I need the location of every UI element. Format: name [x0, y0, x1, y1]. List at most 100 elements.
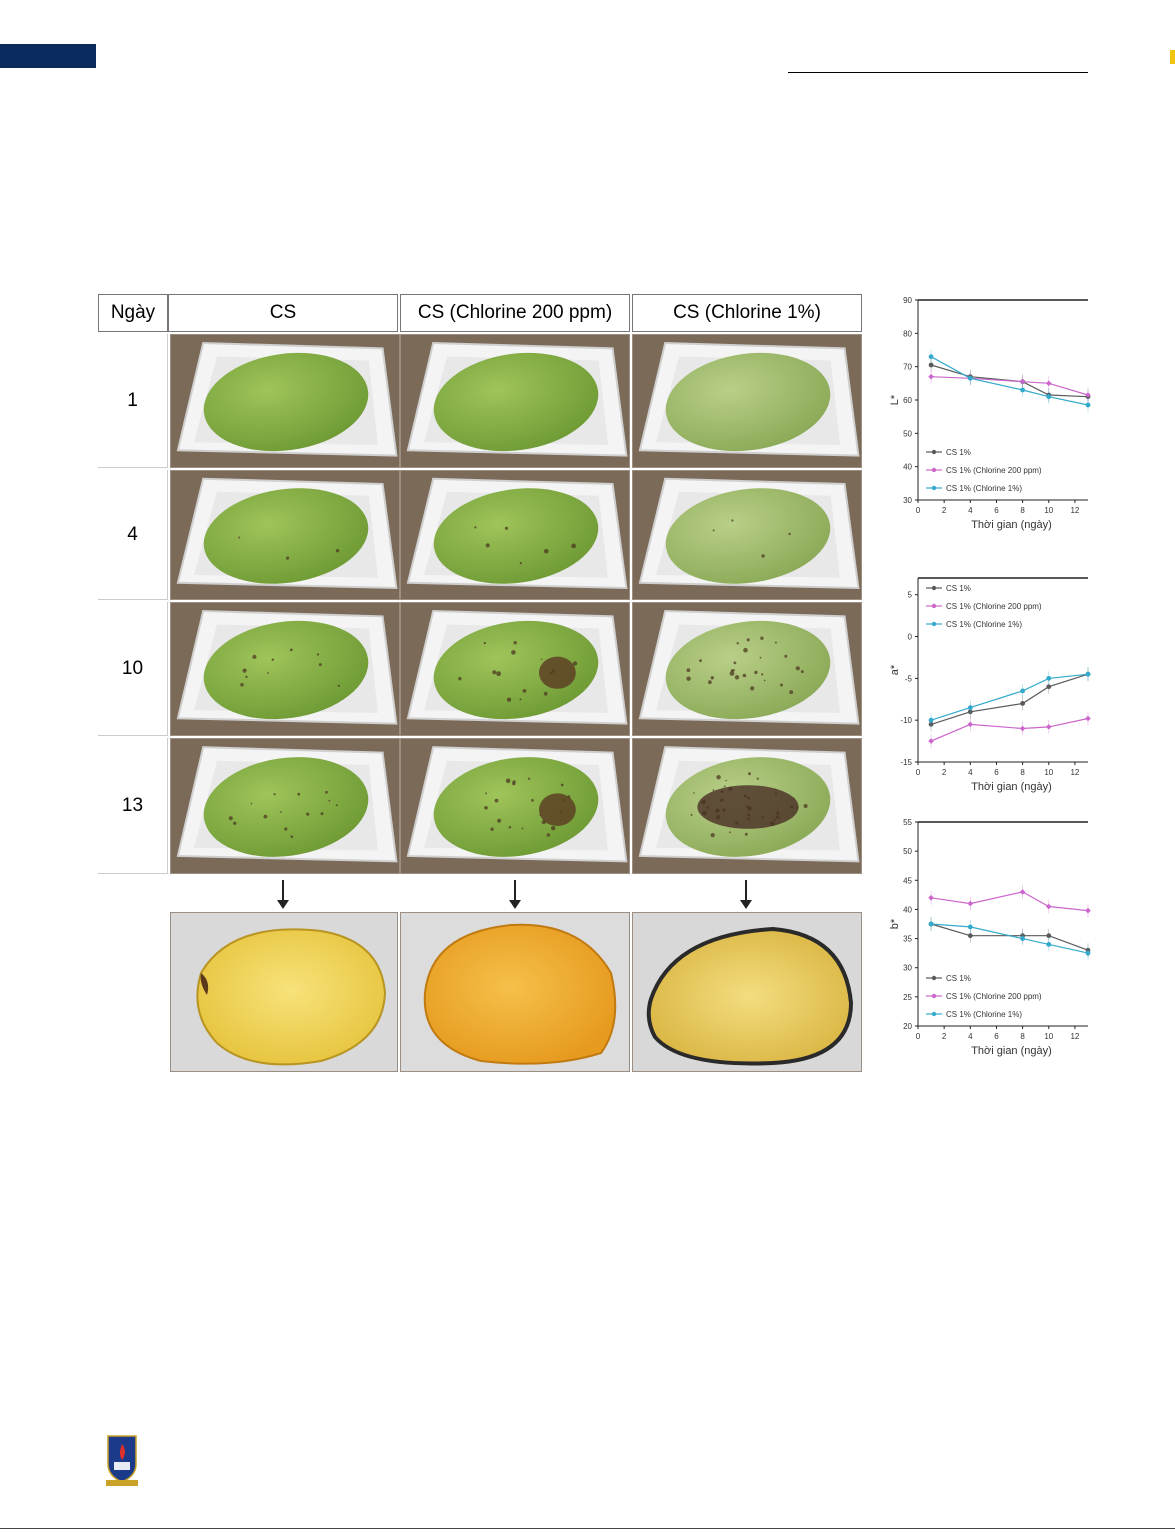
header-color-bar	[0, 44, 96, 68]
y-tick-label: 70	[903, 363, 912, 372]
x-tick-label: 6	[994, 506, 999, 515]
legend-label: CS 1% (Chlorine 1%)	[946, 1010, 1022, 1019]
data-point	[1046, 942, 1052, 947]
x-tick-label: 12	[1070, 506, 1079, 515]
data-point	[928, 354, 934, 360]
data-point	[1045, 903, 1052, 910]
x-tick-label: 12	[1070, 768, 1079, 777]
data-point	[1085, 402, 1091, 408]
data-point	[1020, 936, 1026, 941]
column-header-chlorine-200: CS (Chlorine 200 ppm)	[400, 294, 630, 332]
whole-mango-photo	[400, 738, 630, 874]
column-header-chlorine-1: CS (Chlorine 1%)	[632, 294, 862, 332]
x-tick-label: 2	[942, 506, 947, 515]
y-tick-label: 40	[903, 463, 912, 472]
series-line	[931, 376, 1089, 396]
legend-marker	[931, 993, 937, 999]
day-column-header: Ngày	[98, 294, 168, 332]
data-point	[1085, 715, 1091, 722]
x-tick-label: 6	[994, 1032, 999, 1041]
x-tick-label: 0	[916, 506, 921, 515]
data-point	[1020, 701, 1026, 706]
data-point	[967, 721, 974, 728]
data-point	[1046, 675, 1052, 681]
y-tick-label: 25	[903, 993, 912, 1002]
cut-mango-photo-chlorine-1	[632, 912, 862, 1072]
legend-marker	[931, 467, 937, 473]
x-tick-label: 4	[968, 768, 973, 777]
y-tick-label: 60	[903, 396, 912, 405]
y-tick-label: 50	[903, 847, 912, 856]
x-tick-label: 6	[994, 768, 999, 777]
data-point	[967, 933, 973, 939]
data-point	[1020, 688, 1026, 694]
data-point	[1045, 724, 1052, 730]
y-tick-label: 55	[903, 818, 912, 827]
y-tick-label: -15	[900, 758, 912, 767]
chart-b-star: 20 25 30 35 40 45 50 55 0 2 4 6 8 10 12 Thời gian (ngày…	[884, 816, 1091, 1064]
mango-photo-figure: Ngày CS CS (Chlorine 200 ppm) CS (Chlori…	[98, 294, 864, 1076]
day-label-10: 10	[98, 602, 168, 736]
cut-mango-photo-chlorine-200	[400, 912, 630, 1072]
x-axis-title: Thời gian (ngày)	[971, 781, 1052, 793]
data-point	[1019, 378, 1026, 385]
x-axis-title: Thời gian (ngày)	[971, 1045, 1052, 1057]
series-line	[931, 891, 1089, 912]
data-point	[1046, 933, 1052, 939]
whole-mango-photo	[400, 334, 630, 468]
data-point	[967, 705, 973, 711]
legend-marker	[931, 621, 937, 627]
legend-marker	[931, 585, 937, 591]
y-tick-label: 35	[903, 935, 912, 944]
data-point	[1046, 684, 1052, 690]
data-point	[1019, 889, 1026, 895]
whole-mango-photo	[170, 602, 400, 736]
footer-rule	[0, 1528, 1175, 1529]
series-line	[931, 923, 1089, 954]
y-tick-label: -5	[905, 674, 913, 683]
data-point	[1085, 392, 1091, 398]
y-tick-label: 80	[903, 329, 912, 338]
x-tick-label: 8	[1020, 506, 1025, 515]
whole-mango-photo	[632, 602, 862, 736]
y-tick-label: 30	[903, 496, 912, 505]
whole-mango-photo	[170, 738, 400, 874]
y-tick-label: 5	[908, 591, 913, 600]
university-logo	[106, 1435, 138, 1486]
x-tick-label: 10	[1044, 506, 1053, 515]
data-point	[1085, 950, 1091, 956]
series-line	[930, 717, 1089, 742]
header-rule	[788, 72, 1088, 73]
column-header-cs: CS	[168, 294, 398, 332]
legend-marker	[931, 1011, 937, 1017]
legend-marker	[931, 975, 937, 981]
whole-mango-photo	[632, 334, 862, 468]
data-point	[928, 373, 934, 380]
y-tick-label: 20	[903, 1022, 912, 1031]
header-edge-mark	[1170, 50, 1175, 64]
y-tick-label: 30	[903, 964, 912, 973]
x-tick-label: 0	[916, 768, 921, 777]
whole-mango-photo	[400, 470, 630, 600]
x-tick-label: 12	[1070, 1032, 1079, 1041]
y-axis-title: b*	[889, 918, 901, 929]
legend-label: CS 1%	[946, 448, 971, 457]
data-point	[928, 362, 934, 368]
y-tick-label: 90	[903, 296, 912, 305]
series-line	[930, 673, 1089, 725]
data-point	[1085, 907, 1091, 914]
day-label-1: 1	[98, 334, 168, 468]
x-tick-label: 0	[916, 1032, 921, 1041]
day-label-4: 4	[98, 470, 168, 600]
x-axis-title: Thời gian (ngày)	[971, 519, 1052, 531]
chart-l-star: 30 40 50 60 70 80 90 0 2 4 6 8 10 12 Thời gian (ngày) L…	[884, 294, 1091, 540]
x-tick-label: 4	[968, 506, 973, 515]
legend-marker	[931, 485, 937, 491]
day-label-13: 13	[98, 738, 168, 874]
data-point	[928, 717, 934, 723]
down-arrow-icon	[509, 880, 521, 909]
data-point	[1046, 394, 1052, 400]
whole-mango-photo	[400, 602, 630, 736]
whole-mango-photo	[632, 470, 862, 600]
legend-label: CS 1% (Chlorine 1%)	[946, 484, 1022, 493]
